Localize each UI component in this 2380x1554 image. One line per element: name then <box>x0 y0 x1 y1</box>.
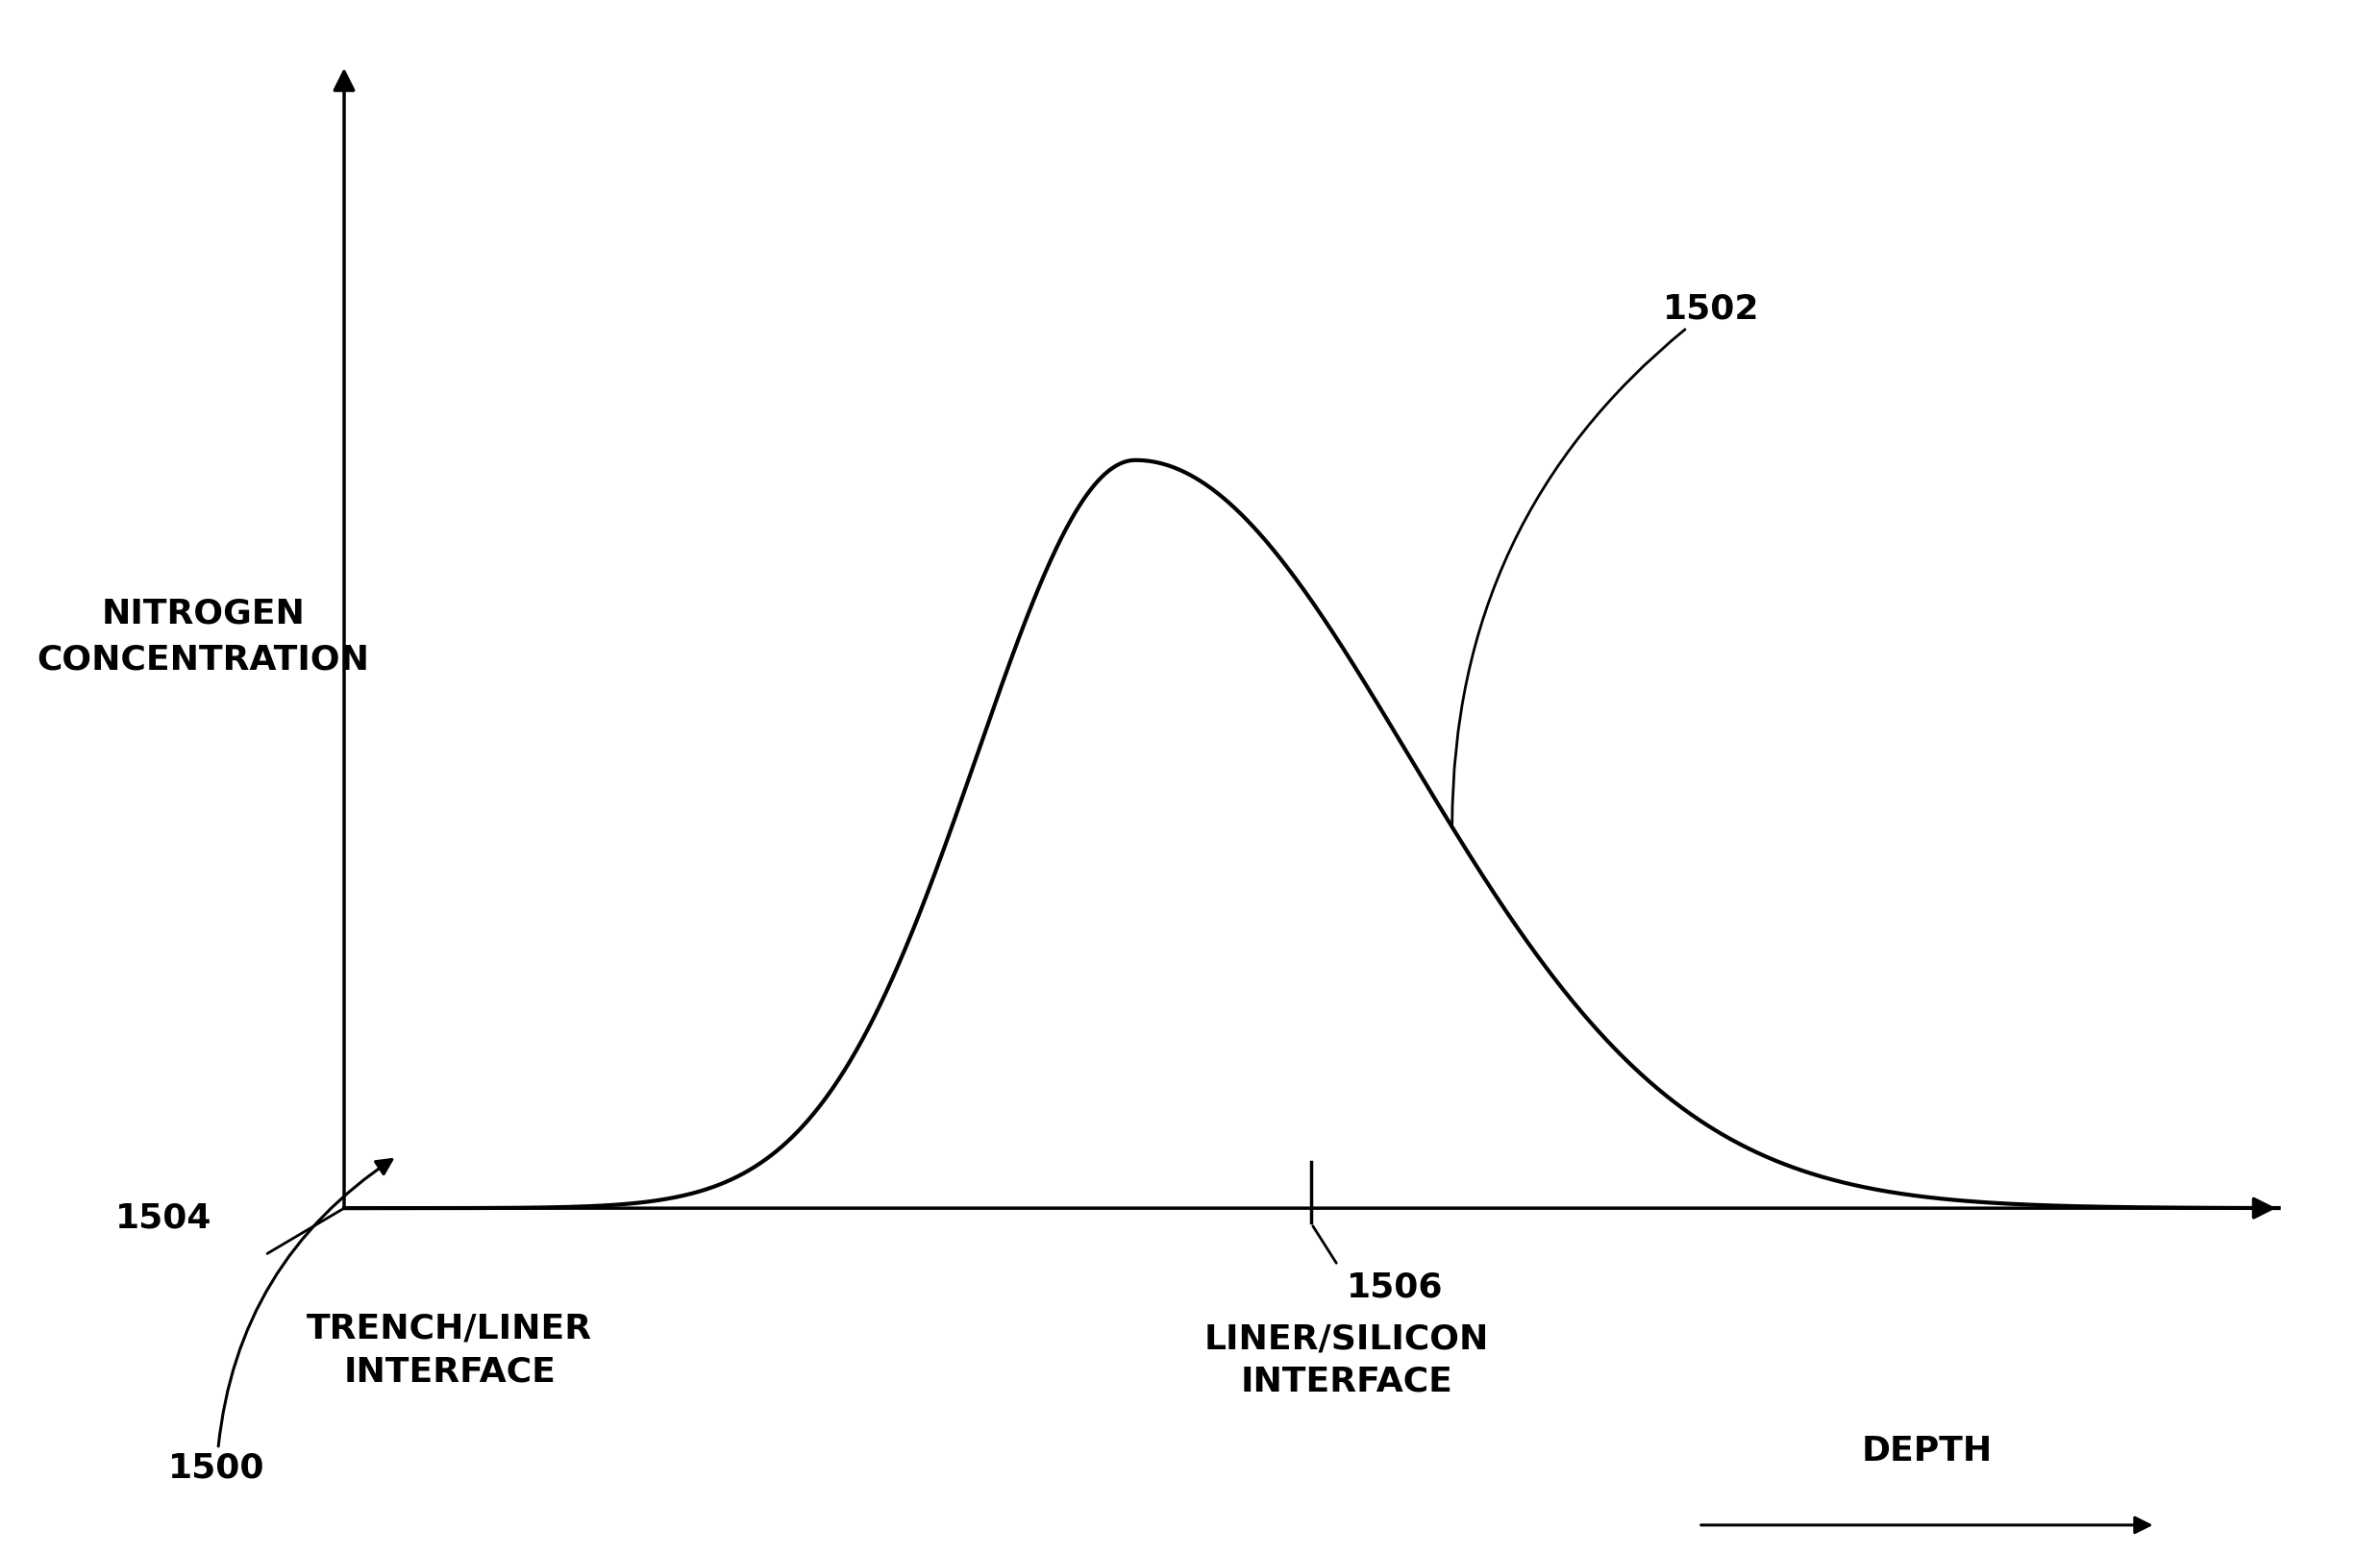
Text: DEPTH: DEPTH <box>1861 1436 1992 1469</box>
Text: 1502: 1502 <box>1452 292 1759 824</box>
Text: 1504: 1504 <box>117 1203 212 1235</box>
Text: 1506: 1506 <box>1347 1271 1442 1304</box>
Text: NITROGEN
CONCENTRATION: NITROGEN CONCENTRATION <box>38 598 369 676</box>
Text: 1500: 1500 <box>169 1159 393 1484</box>
Text: LINER/SILICON
INTERFACE: LINER/SILICON INTERFACE <box>1204 1322 1490 1399</box>
Text: TRENCH/LINER
INTERFACE: TRENCH/LINER INTERFACE <box>307 1312 593 1388</box>
